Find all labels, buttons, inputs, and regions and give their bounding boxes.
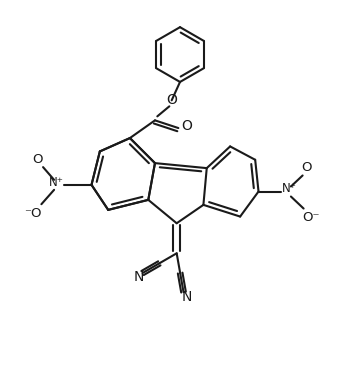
Text: ⁻O: ⁻O [24, 207, 42, 220]
Text: O: O [32, 153, 42, 166]
Text: N: N [133, 270, 144, 284]
Text: N⁺: N⁺ [282, 182, 297, 195]
Text: N: N [182, 290, 192, 304]
Text: O: O [181, 119, 192, 134]
Text: O⁻: O⁻ [302, 211, 320, 224]
Text: N⁺: N⁺ [49, 176, 64, 189]
Text: O: O [166, 93, 177, 107]
Text: O: O [302, 161, 312, 174]
